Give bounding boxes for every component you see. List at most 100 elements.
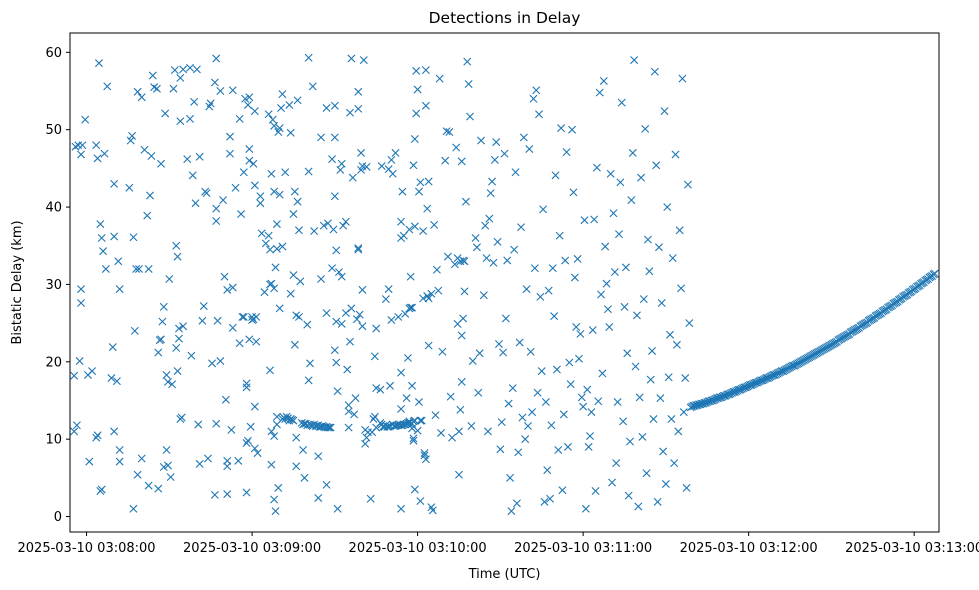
data-point <box>477 136 486 145</box>
data-point <box>417 416 426 425</box>
data-point <box>330 346 339 355</box>
data-point <box>362 162 371 171</box>
data-point <box>191 199 200 208</box>
data-point <box>510 245 519 254</box>
data-point <box>330 133 339 142</box>
data-point <box>413 85 422 94</box>
data-point <box>588 326 597 335</box>
data-point <box>398 187 407 196</box>
data-point <box>532 86 541 95</box>
data-point <box>96 220 105 229</box>
data-point <box>397 217 406 226</box>
data-point <box>93 431 102 440</box>
data-point <box>339 221 348 230</box>
data-point <box>769 370 778 379</box>
data-point <box>412 66 421 75</box>
data-point <box>328 264 337 273</box>
data-point <box>430 220 439 229</box>
data-point <box>570 273 579 282</box>
data-point <box>351 394 360 403</box>
data-point <box>454 470 463 479</box>
data-point <box>441 156 450 165</box>
data-point <box>674 427 683 436</box>
data-point <box>186 63 194 72</box>
data-point <box>272 220 281 229</box>
data-point <box>77 285 86 294</box>
data-point <box>348 173 357 182</box>
data-point <box>85 457 94 466</box>
data-point <box>294 312 303 321</box>
data-point <box>544 286 553 295</box>
data-point <box>268 115 277 124</box>
data-point <box>641 124 650 133</box>
data-point <box>166 473 175 482</box>
data-point <box>450 260 459 269</box>
data-point <box>386 381 395 390</box>
data-point <box>590 215 599 224</box>
data-point <box>668 254 677 263</box>
data-point <box>334 268 343 277</box>
data-point <box>518 413 527 422</box>
data-point <box>614 230 623 239</box>
data-point <box>681 374 690 383</box>
data-point <box>350 410 359 419</box>
data-point <box>242 383 251 392</box>
data-point <box>226 149 234 158</box>
data-point <box>646 375 655 384</box>
data-point <box>173 252 182 261</box>
data-point <box>154 348 163 357</box>
data-point <box>289 210 298 219</box>
data-point <box>700 398 709 407</box>
data-point <box>421 101 430 110</box>
y-tick-label: 40 <box>45 201 62 216</box>
data-point <box>383 422 392 431</box>
data-point <box>504 399 513 408</box>
data-point <box>278 90 287 99</box>
data-point <box>464 80 473 89</box>
data-point <box>242 439 251 448</box>
y-axis-label: Bistatic Delay (km) <box>10 220 25 344</box>
data-point <box>562 148 571 157</box>
data-point <box>548 264 557 273</box>
data-point <box>176 73 185 82</box>
data-point <box>431 411 440 420</box>
data-point <box>503 256 512 265</box>
data-point <box>253 449 262 458</box>
plot-frame <box>69 32 940 533</box>
data-point <box>213 316 222 325</box>
data-point <box>376 385 385 394</box>
data-point <box>620 302 629 311</box>
data-point <box>601 242 610 251</box>
data-point <box>523 422 532 430</box>
data-point <box>405 418 414 427</box>
data-point <box>354 104 363 113</box>
data-point <box>272 412 281 421</box>
data-point <box>270 284 279 293</box>
data-point <box>472 243 481 252</box>
data-point <box>261 239 270 248</box>
data-point <box>239 312 248 321</box>
data-point <box>294 226 303 235</box>
data-point <box>144 481 153 490</box>
data-point <box>343 365 352 374</box>
data-point <box>420 449 429 458</box>
data-point <box>788 361 797 370</box>
data-point <box>597 290 606 299</box>
data-point <box>605 322 614 331</box>
data-point <box>173 367 182 376</box>
data-point <box>183 155 192 164</box>
data-point <box>158 317 167 326</box>
data-point <box>408 381 417 390</box>
data-point <box>677 284 686 293</box>
data-point <box>223 456 232 465</box>
data-point <box>174 324 183 333</box>
data-point <box>210 490 219 499</box>
data-point <box>132 264 141 273</box>
data-point <box>152 84 161 93</box>
data-point <box>285 100 294 109</box>
data-point <box>70 371 79 380</box>
data-point <box>507 507 516 516</box>
data-point <box>580 216 589 225</box>
data-point <box>108 343 117 352</box>
data-point <box>266 245 274 254</box>
